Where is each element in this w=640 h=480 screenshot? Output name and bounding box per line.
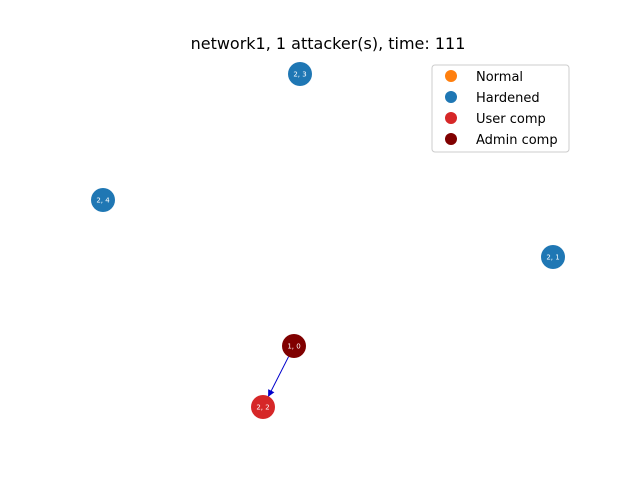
node-label-1-0: 1, 0 [287, 343, 300, 351]
node-label-2-4: 2, 4 [96, 197, 110, 205]
legend-label-admin-comp: Admin comp [476, 133, 558, 148]
nodes-layer: 2, 3 2, 4 2, 1 1, 0 2, 2 [91, 62, 565, 419]
legend-label-hardened: Hardened [476, 91, 540, 106]
node-2-2: 2, 2 [251, 395, 275, 419]
legend-marker-user-comp [445, 112, 457, 124]
node-circle-2-1 [541, 245, 565, 269]
graph-title: network1, 1 attacker(s), time: 111 [191, 34, 466, 53]
edges-layer [267, 356, 290, 397]
legend-marker-hardened [445, 91, 457, 103]
edge-1-0-to-2-2 [267, 356, 290, 397]
legend-box [431, 64, 570, 153]
node-2-1: 2, 1 [541, 245, 565, 269]
node-circle-1-0 [282, 334, 306, 358]
node-circle-2-3 [288, 62, 312, 86]
node-circle-2-4 [91, 188, 115, 212]
node-label-2-2: 2, 2 [256, 404, 269, 412]
legend-label-normal: Normal [476, 70, 523, 85]
node-2-4: 2, 4 [91, 188, 115, 212]
legend-marker-admin-comp [445, 133, 457, 145]
legend-marker-normal [445, 70, 457, 82]
legend: Normal Hardened User comp Admin comp [431, 64, 570, 153]
node-label-2-3: 2, 3 [293, 71, 306, 79]
node-label-2-1: 2, 1 [546, 254, 559, 262]
node-2-3: 2, 3 [288, 62, 312, 86]
node-circle-2-2 [251, 395, 275, 419]
node-1-0: 1, 0 [282, 334, 306, 358]
legend-label-user-comp: User comp [476, 112, 546, 127]
